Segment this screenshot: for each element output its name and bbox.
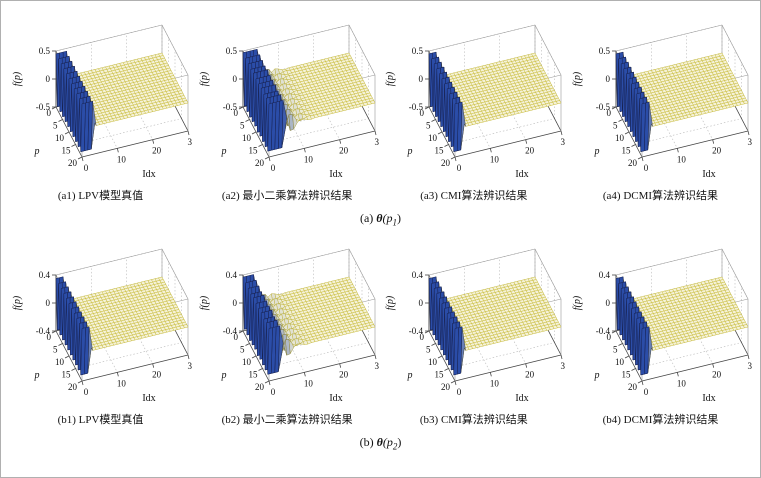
subplot-a2-canvas	[195, 13, 379, 185]
subplot-a1-caption: (a1) LPV模型真值	[57, 190, 144, 202]
subplot-a4-canvas	[568, 13, 752, 185]
subplot-b3-caption: (b3) CMI算法辨识结果	[419, 414, 528, 427]
subplot-b2-caption: (b2) 最小二乘算法辨识结果	[221, 414, 353, 427]
row-caption-a-theta: θ	[376, 211, 383, 225]
row-caption-b-theta: θ	[376, 435, 383, 450]
subplot-a3-canvas	[382, 13, 566, 185]
subplot-b4-canvas	[568, 237, 752, 410]
row-caption-a-prefix: (a)	[359, 211, 377, 225]
row-caption-b-sub: 2	[392, 441, 398, 452]
subplot-a2-caption: (a2) 最小二乘算法辨识结果	[221, 190, 353, 202]
subplot-b1: (b1) LPV模型真值	[9, 237, 192, 427]
subplot-a3-caption: (a3) CMI算法辨识结果	[420, 190, 528, 202]
subplot-a1-canvas	[9, 13, 192, 185]
subplot-b3: (b3) CMI算法辨识结果	[382, 237, 566, 427]
plots-row-a: (a1) LPV模型真值 (a2) 最小二乘算法辨识结果 (a3) CMI算法辨…	[9, 13, 752, 203]
row-caption-b-close: )	[397, 435, 402, 450]
subplot-a3: (a3) CMI算法辨识结果	[382, 13, 566, 203]
subplot-b2-canvas	[195, 237, 379, 410]
figure-row-a: (a1) LPV模型真值 (a2) 最小二乘算法辨识结果 (a3) CMI算法辨…	[9, 13, 752, 227]
subplot-a4-caption: (a4) DCMI算法辨识结果	[602, 190, 719, 202]
row-caption-a-open: (p	[382, 211, 393, 225]
row-caption-a: (a) θ(p1)	[9, 211, 752, 227]
row-caption-a-sub: 1	[392, 217, 398, 228]
subplot-a4: (a4) DCMI算法辨识结果	[568, 13, 752, 203]
row-caption-a-close: )	[397, 211, 402, 225]
subplot-b4-caption: (b4) DCMI算法辨识结果	[602, 414, 719, 427]
subplot-b2: (b2) 最小二乘算法辨识结果	[195, 237, 379, 427]
row-caption-b: (b) θ(p2)	[9, 435, 752, 451]
plots-row-b: (b1) LPV模型真值 (b2) 最小二乘算法辨识结果 (b3) CMI算法辨…	[9, 237, 752, 427]
figure-row-b: (b1) LPV模型真值 (b2) 最小二乘算法辨识结果 (b3) CMI算法辨…	[9, 237, 752, 452]
subplot-b1-canvas	[9, 237, 192, 410]
subplot-b4: (b4) DCMI算法辨识结果	[568, 237, 752, 427]
subplot-b1-caption: (b1) LPV模型真值	[57, 414, 144, 427]
row-caption-b-prefix: (b)	[359, 435, 377, 450]
subplot-a1: (a1) LPV模型真值	[9, 13, 192, 203]
row-caption-b-open: (p	[382, 435, 393, 450]
subplot-b3-canvas	[382, 237, 566, 410]
subplot-a2: (a2) 最小二乘算法辨识结果	[195, 13, 379, 203]
